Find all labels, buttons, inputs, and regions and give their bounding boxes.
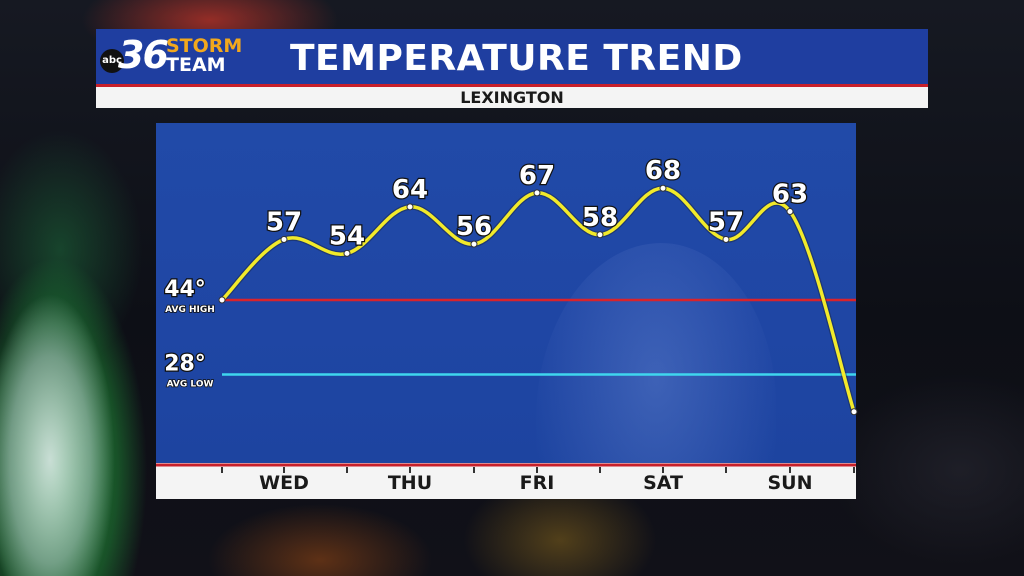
data-point <box>722 235 730 243</box>
data-point <box>533 189 541 197</box>
data-label: 54 <box>329 221 365 251</box>
trend-line <box>220 186 856 413</box>
header-divider <box>96 84 928 87</box>
data-point <box>596 231 604 239</box>
data-label: 56 <box>456 212 492 242</box>
data-label: 68 <box>645 156 681 186</box>
data-point <box>850 408 858 416</box>
x-tick-label: THU <box>388 472 432 494</box>
data-point <box>470 240 478 248</box>
data-point <box>218 296 226 304</box>
data-point <box>786 207 794 215</box>
x-tick-label: SAT <box>643 472 683 494</box>
location-label: LEXINGTON <box>460 88 564 107</box>
page-title: TEMPERATURE TREND <box>290 38 743 79</box>
chart-plot-area <box>156 123 856 463</box>
data-label: 63 <box>772 179 808 209</box>
data-label: 58 <box>582 203 618 233</box>
logo-word-storm: STORM <box>166 35 243 57</box>
data-label: 64 <box>392 175 428 205</box>
logo-word-team: TEAM <box>166 54 226 76</box>
data-point <box>280 235 288 243</box>
logo-channel-number: 36 <box>118 33 169 77</box>
data-label: 57 <box>708 207 744 237</box>
data-point <box>406 203 414 211</box>
abc-logo-icon: abc <box>100 49 124 73</box>
x-tick-label: FRI <box>520 472 555 494</box>
data-point <box>343 249 351 257</box>
data-label: 57 <box>266 207 302 237</box>
x-tick-label: WED <box>259 472 309 494</box>
data-label: 67 <box>519 161 555 191</box>
data-point <box>659 184 667 192</box>
location-bar <box>96 87 928 108</box>
avg-high-label: AVG HIGH <box>165 305 215 315</box>
header-bar <box>96 29 928 84</box>
station-logo: abc 36 STORM TEAM <box>100 33 250 79</box>
avg-low-label: AVG LOW <box>167 380 214 390</box>
avg-low-value: 28° <box>164 352 206 377</box>
avg-high-value: 44° <box>164 277 206 302</box>
x-tick-label: SUN <box>767 472 812 494</box>
